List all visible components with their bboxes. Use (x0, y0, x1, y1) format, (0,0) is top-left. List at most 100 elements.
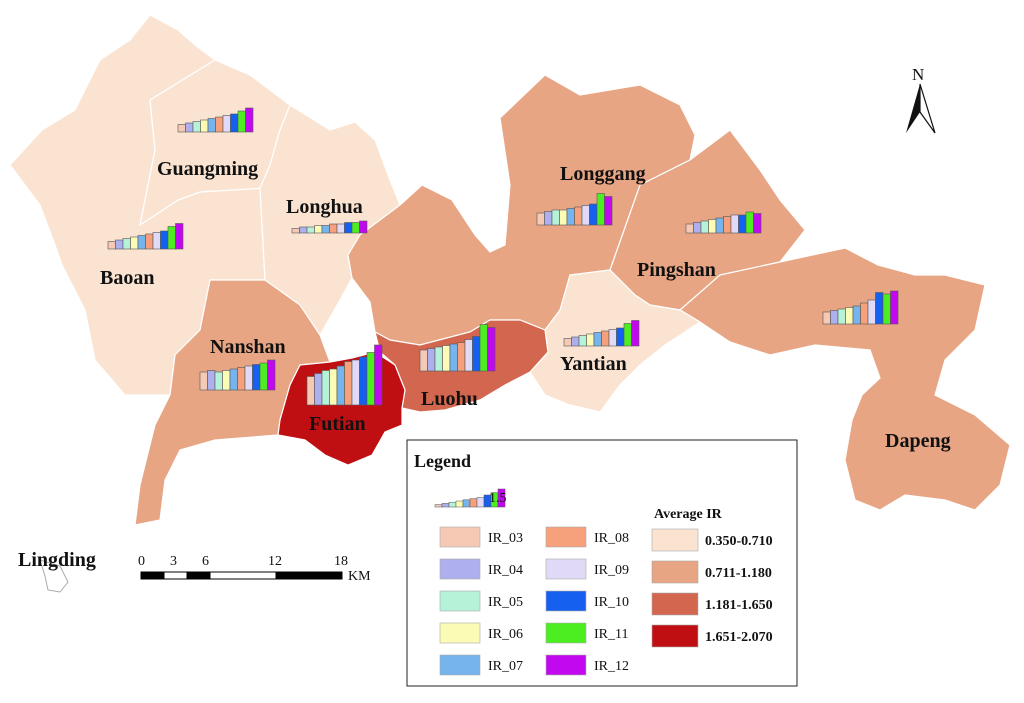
legend-swatch-ir_05 (439, 590, 481, 612)
bar-luohu-ir_11 (479, 324, 488, 372)
bar-chart-nanshan (199, 359, 276, 391)
bar-dapeng-ir_12 (890, 290, 899, 325)
scale-seg-3 (186, 571, 211, 580)
bar-guangming-ir_06 (200, 119, 209, 133)
bar-baoan-ir_04 (115, 239, 124, 250)
district-dapeng[interactable] (678, 247, 1011, 511)
bar-chart-layer (107, 107, 899, 406)
bar-yantian-ir_07 (593, 332, 602, 347)
legend-sample-bar-5 (462, 499, 471, 508)
legend: Legend 1.5 IR_03IR_04IR_05IR_06IR_07IR_0… (406, 439, 798, 687)
bar-pingshan-ir_08 (723, 216, 732, 234)
bar-chart-yantian (563, 320, 640, 347)
bar-luohu-ir_08 (457, 342, 466, 372)
scale-tick-3: 3 (170, 554, 177, 569)
bar-futian-ir_06 (329, 368, 338, 406)
bar-luohu-ir_09 (464, 339, 473, 372)
label-nanshan: Nanshan (210, 336, 286, 358)
legend-label-ir_11: IR_11 (594, 627, 628, 642)
bar-nanshan-ir_06 (222, 370, 231, 391)
legend-swatch-ir_08 (545, 526, 587, 548)
bar-guangming-ir_12 (245, 107, 254, 133)
legend-sample-value: 1.5 (489, 491, 507, 506)
bar-luohu-ir_12 (487, 327, 496, 372)
bar-nanshan-ir_09 (244, 365, 253, 391)
bar-dapeng-ir_03 (822, 311, 831, 325)
bar-baoan-ir_07 (137, 235, 146, 250)
district-label-layer: Guangming Longhua Baoan Longgang Pingsha… (100, 158, 951, 452)
bar-baoan-ir_09 (152, 232, 161, 250)
bar-yantian-ir_10 (616, 327, 625, 347)
bar-luohu-ir_06 (442, 345, 451, 372)
bar-yantian-ir_05 (578, 335, 587, 347)
bar-chart-luohu (419, 324, 496, 372)
north-label: N (912, 65, 924, 84)
bar-dapeng-ir_10 (875, 292, 884, 325)
legend-sample-bar-6 (469, 498, 478, 508)
scale-seg-5 (275, 571, 343, 580)
bar-guangming-ir_04 (185, 122, 194, 133)
bar-chart-dapeng (822, 290, 899, 325)
legend-swatch-ir_10 (545, 590, 587, 612)
bar-pingshan-ir_07 (715, 217, 724, 234)
legend-swatch-ir_06 (439, 622, 481, 644)
bar-luohu-ir_05 (434, 346, 443, 372)
label-lingding: Lingding (18, 549, 96, 571)
bar-dapeng-ir_05 (837, 308, 846, 325)
bar-guangming-ir_03 (177, 124, 186, 133)
bar-nanshan-ir_08 (237, 367, 246, 391)
legend-label-ir_04: IR_04 (488, 563, 523, 578)
bar-longhua-ir_11 (351, 222, 360, 234)
bar-yantian-ir_04 (571, 336, 580, 347)
bar-baoan-ir_11 (167, 226, 176, 250)
legend-label-ir_05: IR_05 (488, 595, 523, 610)
legend-label-ir_07: IR_07 (488, 659, 523, 674)
bar-longhua-ir_06 (314, 225, 323, 234)
bar-longgang-ir_06 (559, 209, 568, 226)
bar-longhua-ir_07 (321, 225, 330, 234)
label-luohu: Luohu (421, 388, 478, 410)
bar-nanshan-ir_03 (199, 371, 208, 391)
bar-chart-longgang (536, 193, 613, 226)
bar-baoan-ir_06 (130, 236, 139, 250)
legend-label-ir_12: IR_12 (594, 659, 629, 674)
bar-nanshan-ir_11 (259, 362, 268, 391)
bar-futian-ir_12 (374, 344, 383, 406)
bar-longhua-ir_12 (359, 220, 368, 234)
label-guangming: Guangming (157, 158, 258, 180)
bar-futian-ir_09 (351, 359, 360, 406)
north-arrow-icon-right (919, 83, 936, 134)
bar-nanshan-ir_10 (252, 364, 261, 391)
legend-sample-chart (434, 488, 506, 508)
bar-guangming-ir_05 (192, 121, 201, 133)
bar-pingshan-ir_06 (708, 219, 717, 234)
legend-sample-bar-7 (476, 497, 485, 508)
legend-class-label-2: 0.711-1.180 (705, 566, 772, 581)
bar-longgang-ir_12 (604, 196, 613, 226)
scale-unit: KM (348, 569, 371, 584)
legend-swatch-ir_09 (545, 558, 587, 580)
bar-longgang-ir_03 (536, 212, 545, 226)
district-layer (9, 14, 1011, 593)
bar-dapeng-ir_06 (845, 307, 854, 325)
bar-nanshan-ir_07 (229, 368, 238, 391)
bar-chart-futian (306, 344, 383, 406)
scale-bar: 0 3 6 12 18 KM (138, 554, 371, 584)
legend-class-label-4: 1.651-2.070 (705, 630, 773, 645)
lingding-island (39, 559, 69, 593)
bar-pingshan-ir_09 (730, 214, 739, 234)
legend-sample-bar-3 (448, 501, 457, 508)
bar-longgang-ir_05 (551, 209, 560, 226)
bar-longgang-ir_10 (589, 203, 598, 226)
bar-dapeng-ir_11 (882, 293, 891, 325)
bar-chart-pingshan (685, 211, 762, 234)
bar-guangming-ir_08 (215, 116, 224, 133)
legend-sample-bar-2 (441, 503, 450, 508)
legend-label-ir_03: IR_03 (488, 531, 523, 546)
bar-longgang-ir_04 (544, 211, 553, 226)
legend-label-ir_08: IR_08 (594, 531, 629, 546)
bar-futian-ir_07 (336, 365, 345, 406)
bar-pingshan-ir_12 (753, 213, 762, 234)
bar-luohu-ir_04 (427, 348, 436, 372)
